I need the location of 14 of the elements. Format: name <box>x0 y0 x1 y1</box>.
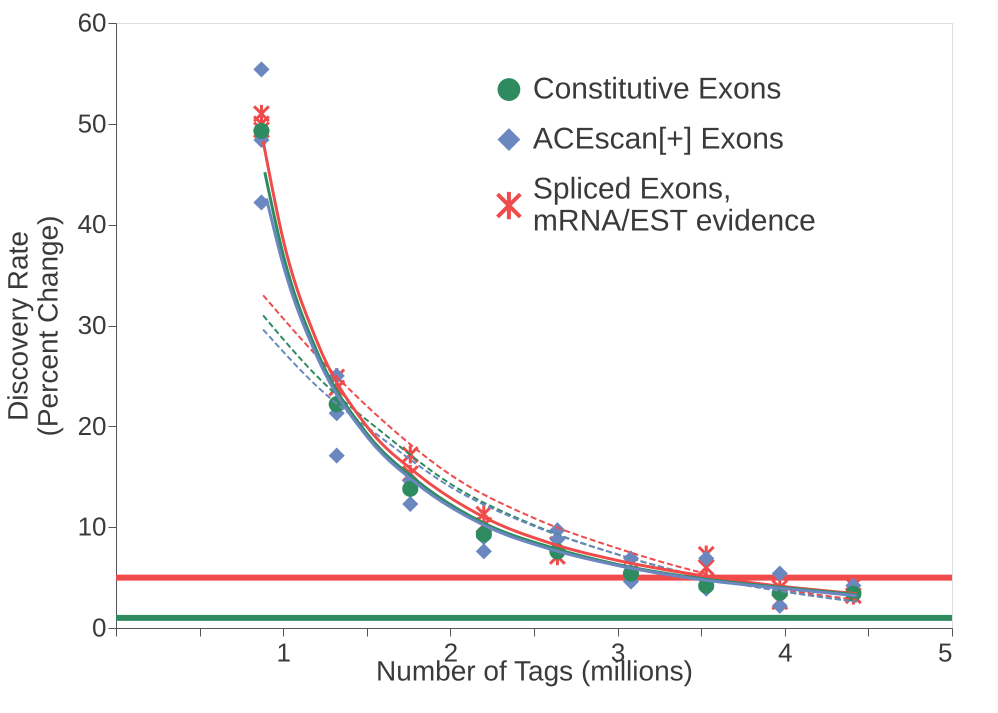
y-tick-label: 10 <box>78 512 106 542</box>
x-tick-label: 1 <box>276 638 291 668</box>
x-tick-label: 4 <box>778 638 793 668</box>
y-axis-title: Discovery Rate (Percent Change) <box>2 215 64 437</box>
legend-label: Constitutive Exons <box>532 72 782 106</box>
y-tick-label: 30 <box>78 310 106 340</box>
x-tick-label: 5 <box>938 638 952 668</box>
y-tick-label: 0 <box>92 612 106 642</box>
legend-label: Spliced Exons, mRNA/EST evidence <box>532 172 816 238</box>
y-tick-label: 60 <box>78 8 106 38</box>
legend-label: ACEscan[+] Exons <box>532 122 784 156</box>
y-tick-label: 40 <box>78 209 106 240</box>
y-tick-label: 20 <box>78 410 106 441</box>
y-tick-label: 50 <box>78 108 106 138</box>
